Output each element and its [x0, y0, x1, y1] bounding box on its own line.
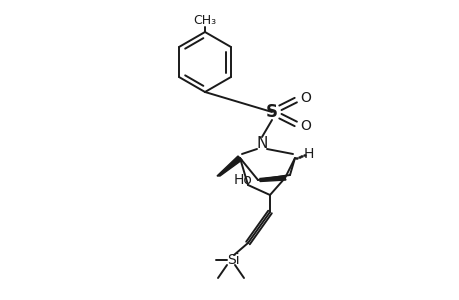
Polygon shape [259, 176, 285, 182]
Text: N: N [256, 136, 267, 151]
Text: CH₃: CH₃ [193, 14, 216, 26]
Text: S: S [265, 103, 277, 121]
Text: O: O [300, 91, 311, 105]
Text: H: H [303, 147, 313, 161]
Text: O: O [300, 119, 311, 133]
Polygon shape [217, 156, 241, 176]
Text: Si: Si [226, 253, 239, 267]
Text: Ho: Ho [234, 173, 252, 187]
